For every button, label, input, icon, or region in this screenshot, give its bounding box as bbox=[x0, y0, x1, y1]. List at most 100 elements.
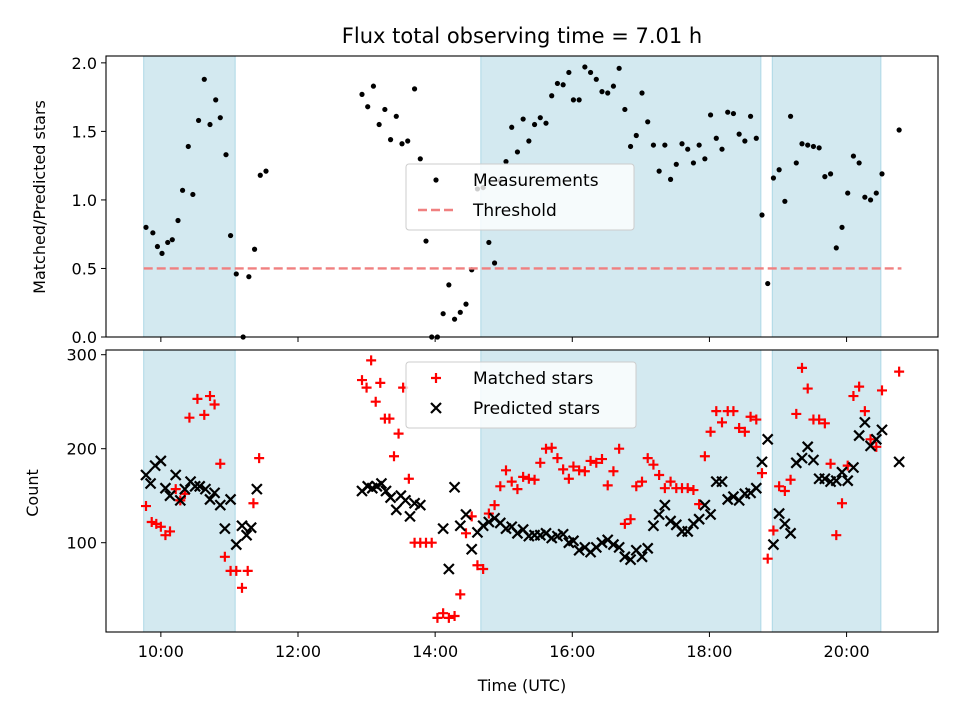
measurement-point bbox=[566, 69, 572, 76]
matched-star-point bbox=[248, 498, 259, 509]
matched-star-point bbox=[768, 525, 779, 536]
predicted-star-point bbox=[664, 515, 677, 527]
predicted-star-point bbox=[144, 477, 157, 490]
matched-star-point bbox=[146, 517, 157, 528]
x-tick-label: 20:00 bbox=[824, 642, 870, 661]
measurement-point bbox=[165, 239, 171, 246]
matched-star-point bbox=[535, 457, 546, 468]
predicted-star-point bbox=[236, 520, 248, 532]
legend-label: Measurements bbox=[473, 171, 599, 191]
bottom-y-tick-label: 200 bbox=[66, 440, 97, 459]
matched-star-point bbox=[631, 481, 642, 492]
bottom-panel: 100 200 300 10:00 12:00 14:00 16:00 18:00 20:00 M… bbox=[66, 346, 939, 661]
measurement-point bbox=[399, 141, 405, 147]
measurement-point bbox=[440, 311, 446, 317]
measurement-point bbox=[201, 76, 207, 82]
matched-star-point bbox=[558, 464, 569, 475]
measurement-point bbox=[549, 93, 555, 99]
measurement-point bbox=[503, 158, 509, 165]
measurement-point bbox=[263, 168, 269, 174]
predicted-star-point bbox=[659, 499, 671, 511]
measurement-point bbox=[537, 115, 543, 121]
measurement-point bbox=[707, 112, 714, 118]
matched-star-point bbox=[659, 483, 670, 494]
predicted-star-point bbox=[159, 482, 172, 494]
measurement-point bbox=[747, 113, 754, 119]
measurement-point bbox=[645, 119, 651, 125]
matched-star-point bbox=[184, 412, 195, 423]
matched-star-point bbox=[699, 451, 710, 462]
matched-star-point bbox=[455, 589, 466, 600]
measurement-point bbox=[463, 301, 469, 307]
measurement-point bbox=[725, 109, 731, 115]
measurement-point bbox=[417, 156, 423, 162]
matched-star-point bbox=[443, 612, 454, 623]
measurement-point bbox=[776, 167, 782, 173]
measurement-point bbox=[639, 90, 645, 96]
matched-star-point bbox=[563, 473, 574, 484]
matched-star-point bbox=[209, 399, 220, 410]
predicted-star-point bbox=[384, 491, 397, 504]
measurement-point bbox=[169, 237, 175, 243]
predicted-star-point bbox=[653, 508, 665, 521]
measurement-point bbox=[543, 120, 549, 126]
predicted-star-point bbox=[404, 510, 416, 523]
predicted-star-point bbox=[624, 553, 637, 566]
predicted-star-point bbox=[214, 499, 227, 511]
measurement-point bbox=[805, 142, 811, 148]
measurement-point bbox=[376, 121, 382, 128]
matched-star-point bbox=[877, 385, 887, 396]
measurement-point bbox=[223, 152, 229, 158]
top-y-axis-label: Matched/Predicted stars bbox=[30, 100, 49, 294]
predicted-star-point bbox=[876, 424, 888, 436]
measurement-point bbox=[359, 91, 365, 97]
matched-star-point bbox=[619, 518, 630, 529]
matched-star-point bbox=[859, 406, 870, 417]
predicted-star-point bbox=[647, 520, 660, 532]
matched-star-point bbox=[205, 391, 215, 402]
predicted-star-point bbox=[460, 508, 472, 521]
measurement-point bbox=[387, 137, 394, 143]
bottom-observing-window-0 bbox=[143, 349, 236, 633]
predicted-star-point bbox=[483, 516, 495, 528]
predicted-star-point bbox=[448, 481, 461, 494]
matched-star-point bbox=[461, 528, 471, 539]
predicted-star-point bbox=[174, 494, 187, 507]
predicted-star-point bbox=[830, 474, 843, 487]
top-y-tick-label: 0.5 bbox=[72, 259, 97, 278]
measurement-point bbox=[560, 82, 566, 88]
measurement-point bbox=[405, 138, 411, 144]
predicted-star-point bbox=[573, 544, 585, 556]
legend-measurements-marker bbox=[433, 177, 439, 183]
measurement-point bbox=[667, 176, 674, 182]
measurement-point bbox=[246, 274, 252, 280]
predicted-star-point bbox=[801, 441, 814, 453]
predicted-star-point bbox=[641, 542, 654, 555]
matched-star-point bbox=[585, 455, 596, 466]
x-tick-label: 12:00 bbox=[275, 642, 321, 661]
matched-star-point bbox=[762, 553, 773, 564]
chart-title: Flux total observing time = 7.01 h bbox=[342, 24, 702, 48]
matched-star-point bbox=[568, 461, 579, 472]
measurement-point bbox=[753, 135, 759, 141]
predicted-star-point bbox=[721, 493, 734, 506]
matched-star-point bbox=[254, 453, 265, 464]
measurement-point bbox=[526, 138, 532, 144]
predicted-star-point bbox=[240, 529, 253, 541]
matched-star-point bbox=[597, 454, 607, 465]
measurement-point bbox=[879, 171, 885, 177]
matched-star-point bbox=[357, 375, 367, 386]
measurement-point bbox=[491, 260, 498, 266]
matched-star-point bbox=[608, 466, 619, 477]
matched-star-point bbox=[688, 485, 699, 496]
predicted-star-point bbox=[454, 520, 467, 532]
predicted-star-point bbox=[761, 433, 774, 446]
matched-star-point bbox=[552, 453, 563, 464]
measurement-point bbox=[850, 153, 857, 159]
predicted-star-point bbox=[557, 528, 569, 541]
predicted-star-point bbox=[796, 452, 808, 464]
predicted-star-point bbox=[164, 489, 176, 502]
predicted-star-point bbox=[189, 480, 201, 493]
matched-star-point bbox=[478, 564, 489, 575]
x-tick-label: 18:00 bbox=[686, 642, 732, 661]
